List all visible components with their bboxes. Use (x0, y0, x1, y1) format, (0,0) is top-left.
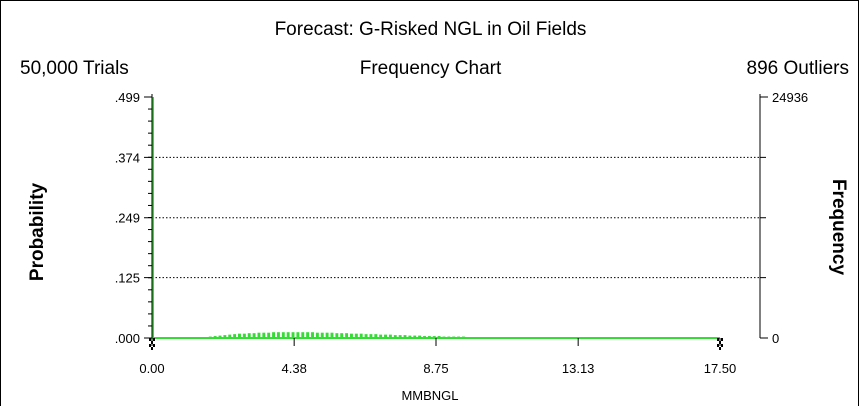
histogram-bar (349, 333, 353, 338)
histogram-bar (393, 335, 397, 338)
histogram-bar (267, 332, 271, 338)
right-end-marker (719, 341, 721, 344)
histogram-bar (218, 335, 222, 338)
right-end-marker (717, 338, 719, 341)
histogram-bar (238, 333, 241, 338)
histogram-bar (340, 333, 344, 338)
histogram-bar (223, 335, 227, 338)
histogram-bar (247, 333, 251, 338)
histogram-bar (257, 332, 261, 338)
frame-border-right (858, 0, 859, 406)
histogram-bar (301, 332, 305, 338)
chart-subtitle: Frequency Chart (359, 58, 502, 79)
right-end-marker (717, 344, 719, 347)
y-tick-label-right: 0 (772, 331, 779, 346)
histogram-bar (228, 334, 232, 338)
histogram-bar (272, 332, 276, 338)
histogram-bar (364, 334, 368, 338)
left-end-marker (151, 341, 153, 344)
y-axis-title-right: Frequency (828, 179, 849, 276)
histogram-bar (242, 333, 246, 338)
histogram-bar (291, 332, 295, 338)
histogram-bar (252, 333, 256, 338)
y-tick-label-left: .125 (115, 271, 140, 286)
y-tick-label-left: .249 (115, 211, 140, 226)
tick-marks (144, 96, 768, 350)
trials-count: 50,000 Trials (20, 58, 129, 79)
chart-title: Forecast: G-Risked NGL in Oil Fields (274, 19, 587, 40)
right-end-marker (721, 338, 723, 341)
x-tick-label: 8.75 (423, 361, 448, 376)
histogram-bar (354, 333, 358, 338)
left-end-marker (149, 344, 151, 347)
y-tick-label-left: .499 (115, 90, 140, 105)
x-tick-label: 17.50 (704, 361, 737, 376)
left-end-marker (153, 338, 155, 341)
x-tick-label: 4.38 (282, 361, 307, 376)
left-end-marker (151, 347, 153, 350)
left-end-marker (149, 338, 151, 341)
histogram-bar (315, 332, 319, 338)
x-tick-label: 0.00 (139, 361, 164, 376)
histogram-bar (262, 332, 266, 338)
histogram-bar (369, 334, 373, 338)
histogram-bar (296, 332, 300, 338)
outliers-count: 896 Outliers (746, 58, 849, 79)
x-tick-label: 13.13 (562, 361, 595, 376)
tick-labels: .499 .374 .249 .125 .000 24936 0 0.00 4.38 8.75 13… (115, 90, 808, 376)
histogram-bar (388, 334, 392, 338)
histogram-bar (311, 332, 314, 338)
histogram-bar (325, 332, 329, 338)
histogram-bar (330, 332, 334, 338)
histogram-bar (398, 335, 402, 338)
right-end-marker (719, 347, 721, 350)
left-end-marker (153, 344, 155, 347)
y-tick-label-right: 24936 (772, 90, 808, 105)
histogram-bar (233, 334, 237, 338)
histogram-bar (379, 334, 383, 338)
right-end-marker (721, 344, 723, 347)
histogram-bar (345, 333, 349, 338)
histogram-bar (320, 332, 324, 338)
axes-group (151, 94, 761, 338)
histogram-bar (306, 332, 310, 338)
spike-bar (152, 97, 154, 338)
histogram-bar (335, 333, 339, 338)
histogram-bar (374, 334, 378, 338)
histogram-bar (276, 332, 280, 338)
y-tick-label-left: .374 (115, 150, 140, 165)
histogram-bar (286, 332, 290, 338)
histogram-bar (403, 335, 407, 338)
y-axis-title-left: Probability (27, 182, 48, 281)
grid-lines (152, 156, 760, 279)
x-axis-title: MMBNGL (401, 388, 458, 403)
frame-border-top (0, 0, 859, 1)
frame-border-left (0, 0, 1, 406)
histogram-bar (408, 335, 412, 338)
histogram-bar (413, 335, 417, 338)
histogram-bar (359, 333, 363, 338)
histogram-bar (384, 334, 387, 338)
histogram-bar (418, 335, 422, 338)
histogram-bar (281, 332, 285, 338)
y-tick-label-left: .000 (115, 331, 140, 346)
